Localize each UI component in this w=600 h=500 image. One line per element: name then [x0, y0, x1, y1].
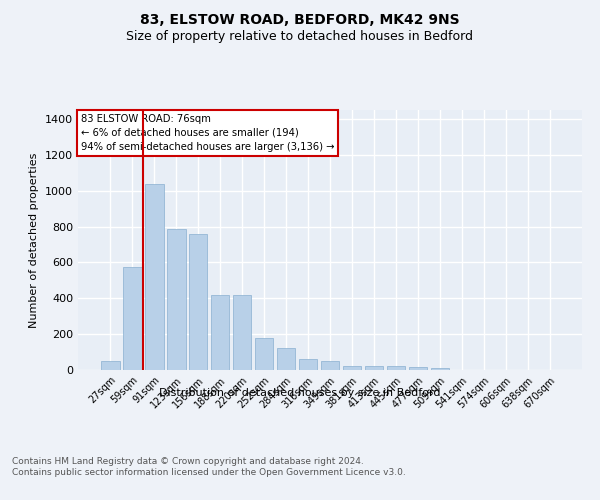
Bar [365, 366, 383, 370]
Bar [123, 268, 142, 370]
Bar [343, 366, 361, 370]
Bar [167, 229, 185, 370]
Bar [386, 366, 405, 370]
Bar [233, 294, 251, 370]
Y-axis label: Number of detached properties: Number of detached properties [29, 152, 40, 328]
Text: Size of property relative to detached houses in Bedford: Size of property relative to detached ho… [127, 30, 473, 43]
Bar [431, 368, 449, 370]
Bar [320, 362, 340, 370]
Bar [145, 184, 164, 370]
Text: 83 ELSTOW ROAD: 76sqm
← 6% of detached houses are smaller (194)
94% of semi-deta: 83 ELSTOW ROAD: 76sqm ← 6% of detached h… [80, 114, 334, 152]
Text: Contains HM Land Registry data © Crown copyright and database right 2024.
Contai: Contains HM Land Registry data © Crown c… [12, 458, 406, 477]
Bar [211, 294, 229, 370]
Bar [255, 338, 274, 370]
Text: Distribution of detached houses by size in Bedford: Distribution of detached houses by size … [159, 388, 441, 398]
Bar [277, 348, 295, 370]
Bar [409, 368, 427, 370]
Bar [189, 234, 208, 370]
Text: 83, ELSTOW ROAD, BEDFORD, MK42 9NS: 83, ELSTOW ROAD, BEDFORD, MK42 9NS [140, 12, 460, 26]
Bar [299, 359, 317, 370]
Bar [101, 362, 119, 370]
